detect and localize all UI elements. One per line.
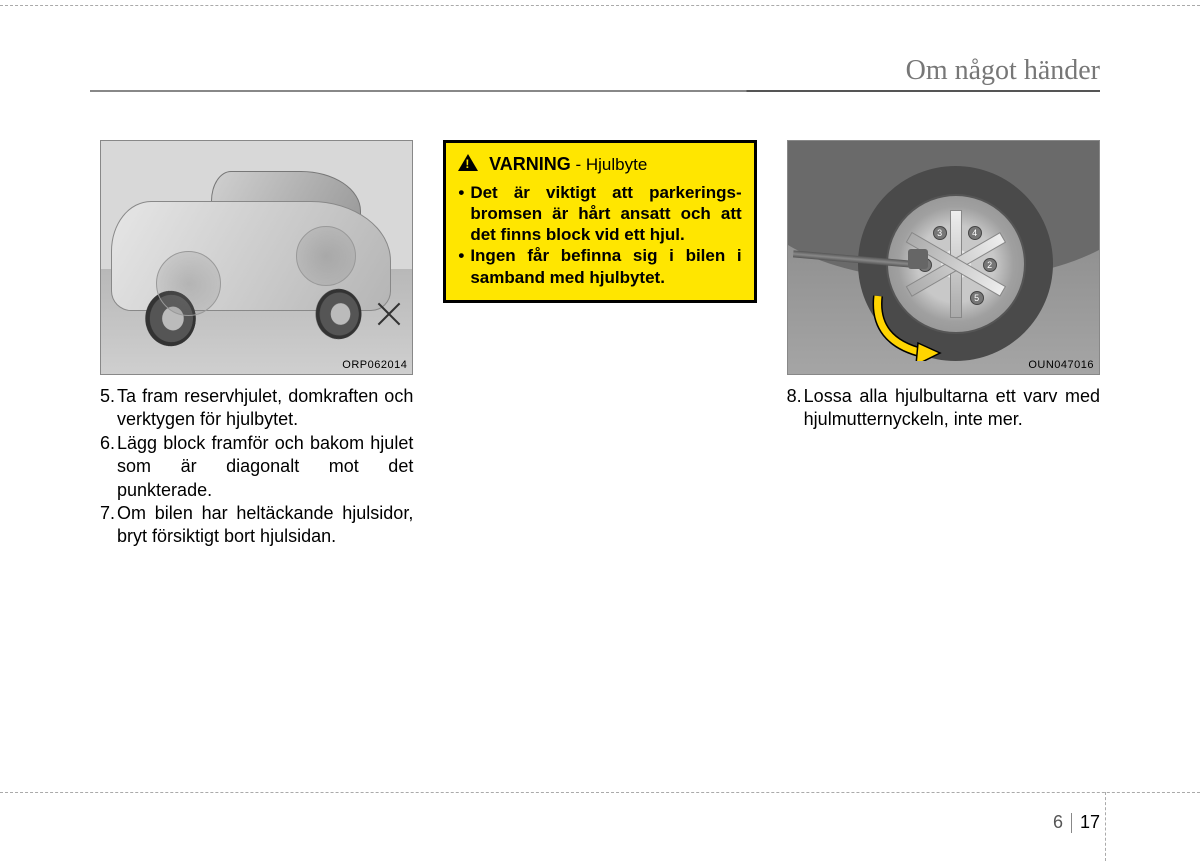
rotation-arrow-icon: [868, 291, 958, 361]
image-code-left: ORP062014: [342, 359, 407, 371]
jack-icon: [374, 299, 404, 329]
warning-text: Ingen får befinna sig i bilen i samband …: [470, 245, 741, 288]
car-scene-bg: [101, 141, 412, 374]
item-text: Lägg block framför och bakom hjulet som …: [117, 432, 413, 502]
bullet-dot: •: [458, 245, 470, 288]
bolt-label: 4: [968, 226, 982, 240]
header-rule: [90, 90, 1100, 92]
list-item: 6. Lägg block framför och bakom hjulet s…: [100, 432, 413, 502]
column-middle: VARNING - Hjulbyte • Det är viktigt att …: [443, 140, 756, 549]
item-text: Lossa alla hjulbultarna ett varv med hju…: [804, 385, 1100, 432]
item-number: 6.: [100, 432, 117, 502]
bolt-label: 2: [983, 258, 997, 272]
warning-triangle-icon: [458, 154, 478, 171]
item-number: 7.: [100, 502, 117, 549]
highlight-circle-rear: [296, 226, 356, 286]
trim-line-vertical: [1105, 792, 1106, 861]
page-footer: 6 17: [1053, 812, 1100, 833]
trim-line-bottom: [0, 792, 1200, 793]
instructions-left: 5. Ta fram reservhjulet, domkraften och …: [100, 385, 413, 549]
wheel-illustration: 1 2 3 4 5 OUN047016: [787, 140, 1100, 375]
footer-divider: [1071, 813, 1072, 833]
warning-bullet: • Det är viktigt att parkerings-bromsen …: [458, 182, 741, 246]
warning-subtitle: - Hjulbyte: [575, 155, 647, 174]
warning-title: VARNING: [489, 154, 571, 174]
item-text: Ta fram reservhjulet, domkraften och ver…: [117, 385, 413, 432]
image-code-right: OUN047016: [1028, 359, 1094, 371]
instructions-right: 8. Lossa alla hjulbultarna ett varv med …: [787, 385, 1100, 432]
warning-bullet: • Ingen får befinna sig i bilen i samban…: [458, 245, 741, 288]
item-text: Om bilen har heltäckande hjulsidor, bryt…: [117, 502, 413, 549]
list-item: 8. Lossa alla hjulbultarna ett varv med …: [787, 385, 1100, 432]
warning-list: • Det är viktigt att parkerings-bromsen …: [458, 182, 741, 288]
column-right: 1 2 3 4 5 OUN047016 8. Lossa alla hj: [787, 140, 1100, 549]
warning-header: VARNING - Hjulbyte: [458, 153, 741, 176]
item-number: 5.: [100, 385, 117, 432]
list-item: 5. Ta fram reservhjulet, domkraften och …: [100, 385, 413, 432]
bolt-label: 5: [970, 291, 984, 305]
car-illustration: ORP062014: [100, 140, 413, 375]
list-item: 7. Om bilen har heltäckande hjulsidor, b…: [100, 502, 413, 549]
column-left: ORP062014 5. Ta fram reservhjulet, domkr…: [100, 140, 413, 549]
warning-box: VARNING - Hjulbyte • Det är viktigt att …: [443, 140, 756, 303]
warning-text: Det är viktigt att parkerings-bromsen är…: [470, 182, 741, 246]
wrench-socket: [908, 249, 928, 269]
page-number: 17: [1080, 812, 1100, 833]
bolt-label: 3: [933, 226, 947, 240]
item-number: 8.: [787, 385, 804, 432]
wheel-scene-bg: 1 2 3 4 5: [788, 141, 1099, 374]
highlight-circle-front: [156, 251, 221, 316]
section-title: Om något händer: [906, 55, 1100, 87]
chapter-number: 6: [1053, 812, 1063, 833]
bullet-dot: •: [458, 182, 470, 246]
content-columns: ORP062014 5. Ta fram reservhjulet, domkr…: [100, 140, 1100, 549]
trim-line-top: [0, 5, 1200, 6]
